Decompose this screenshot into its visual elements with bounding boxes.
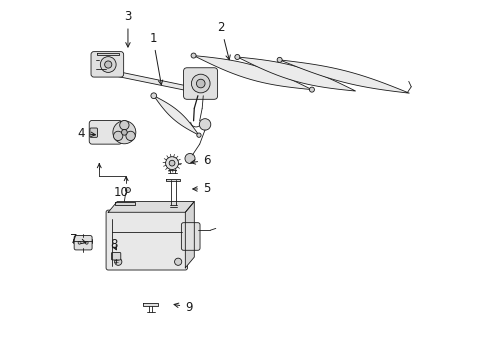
Polygon shape xyxy=(143,303,158,306)
Circle shape xyxy=(125,188,130,193)
FancyBboxPatch shape xyxy=(89,121,122,144)
Circle shape xyxy=(277,57,282,62)
Circle shape xyxy=(121,130,127,135)
Circle shape xyxy=(125,131,135,140)
Polygon shape xyxy=(97,53,119,55)
FancyBboxPatch shape xyxy=(106,210,187,270)
Circle shape xyxy=(199,119,210,130)
FancyBboxPatch shape xyxy=(74,235,92,250)
FancyBboxPatch shape xyxy=(90,128,97,137)
Circle shape xyxy=(100,57,116,72)
Polygon shape xyxy=(237,57,355,91)
Circle shape xyxy=(174,258,182,265)
Circle shape xyxy=(104,61,112,68)
Circle shape xyxy=(169,160,175,166)
Polygon shape xyxy=(153,96,199,135)
FancyBboxPatch shape xyxy=(181,223,200,250)
Circle shape xyxy=(196,133,201,137)
Circle shape xyxy=(191,53,196,58)
Circle shape xyxy=(113,121,136,144)
Text: 6: 6 xyxy=(190,154,210,167)
Circle shape xyxy=(196,79,204,88)
Circle shape xyxy=(151,93,156,99)
Polygon shape xyxy=(166,179,180,181)
Text: 7: 7 xyxy=(70,233,86,246)
Text: 1: 1 xyxy=(149,32,163,85)
Text: 9: 9 xyxy=(174,301,192,314)
FancyBboxPatch shape xyxy=(111,252,121,260)
Polygon shape xyxy=(279,60,408,93)
Circle shape xyxy=(85,241,88,244)
Text: 3: 3 xyxy=(124,10,131,47)
Circle shape xyxy=(234,54,239,59)
Circle shape xyxy=(115,258,122,265)
Text: 4: 4 xyxy=(78,127,95,140)
FancyBboxPatch shape xyxy=(183,68,217,99)
Circle shape xyxy=(191,74,210,93)
Circle shape xyxy=(165,157,178,170)
Polygon shape xyxy=(193,55,311,90)
Circle shape xyxy=(120,121,129,130)
FancyBboxPatch shape xyxy=(91,51,123,77)
Polygon shape xyxy=(185,202,194,268)
Text: 5: 5 xyxy=(192,183,210,195)
Text: 2: 2 xyxy=(217,21,230,60)
Polygon shape xyxy=(108,202,194,212)
Text: 8: 8 xyxy=(110,238,117,251)
Polygon shape xyxy=(106,69,204,94)
Circle shape xyxy=(113,131,122,140)
Polygon shape xyxy=(115,202,135,205)
Circle shape xyxy=(78,241,81,244)
Circle shape xyxy=(309,87,314,92)
Circle shape xyxy=(184,153,195,163)
Text: 10: 10 xyxy=(113,186,128,199)
